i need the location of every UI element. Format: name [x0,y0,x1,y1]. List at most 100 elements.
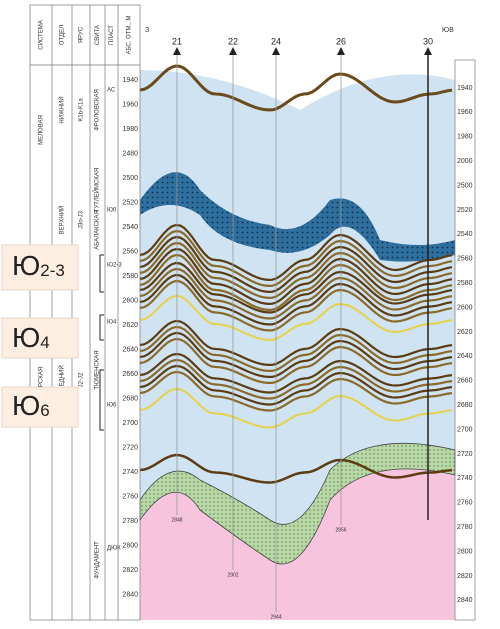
callout-label: Ю6 [12,390,50,421]
depth-right: 2800 [457,548,473,555]
coal-layer [139,325,453,372]
depth-left: 2760 [122,493,138,500]
layer-label: Ю2-3 [107,263,122,269]
ac-layer [139,64,453,112]
depth-right: 2580 [457,280,473,287]
strat-label: K1b-K1a [79,98,85,122]
layer-label: Ю6 [107,403,117,409]
depth-left: 1940 [122,77,138,84]
depth-right: 2560 [457,256,473,263]
depth-left: 2520 [122,199,138,206]
depth-right: 1940 [457,85,473,92]
strat-label: ВЕРХНИЙ [58,206,66,235]
y0-layer [140,172,455,262]
depth-left: 2740 [122,469,138,476]
depth-right: 1960 [457,109,473,116]
coal-layer [139,241,453,300]
depth-left: 1980 [122,126,138,133]
well-bottom: 2848 [171,517,182,523]
depth-left: 2720 [122,444,138,451]
coal-layer [139,273,453,326]
right-scale [454,59,476,621]
strat-table [29,4,141,621]
layer-label: АС [107,88,116,94]
depth-right: 2620 [457,329,473,336]
callout-letter: Ю [12,250,40,281]
column-header: ЯРУС [79,26,85,43]
coal-layer [139,235,453,294]
sand-layer [139,387,453,429]
callout-label: Ю4 [12,322,50,353]
coal-layer [139,247,453,306]
depth-right: 2780 [457,524,473,531]
strat-label: J2-J2 [79,372,85,387]
west-label: З [145,27,149,34]
depth-right: 2820 [457,573,473,580]
east-label: ЮВ [442,27,454,34]
depth-right: 2640 [457,353,473,360]
strat-label: МЕЛОВАЯ [39,115,45,145]
depth-left: 2480 [122,150,138,157]
strat-label: НИЖНИЙ [58,96,66,123]
coal-layer [139,223,453,282]
depth-left: 2500 [122,175,138,182]
depth-left: 2580 [122,273,138,280]
layer-label: ДЮК [107,546,121,552]
coal-layer [139,253,453,312]
column-header: СВИТА [95,25,101,45]
strat-label: СРЕДНИЙ [58,365,66,394]
depth-left: 2540 [122,224,138,231]
coal-layer [139,364,453,406]
coal-layers [139,64,453,484]
column-header: ПЛАСТ [109,25,115,45]
depth-left: 2660 [122,371,138,378]
depth-left: 2560 [122,248,138,255]
strat-label: ТЮМЕНСКАЯ [95,350,101,389]
depth-right: 2700 [457,426,473,433]
well-bottom: 2856 [335,527,346,533]
well-marker [229,47,237,55]
depth-right: 2760 [457,500,473,507]
strat-label: ТУТЛЕЙМСКАЯ [93,168,101,212]
depth-left: 2700 [122,420,138,427]
coal-layer [139,267,453,320]
depth-right: 2840 [457,597,473,604]
callout-index: 6 [40,401,49,420]
depth-right: 2680 [457,402,473,409]
column-header: ОТДЕЛ [60,25,66,45]
column-header: СИСТЕМА [39,20,45,49]
layer-label: Ю4 [107,320,117,326]
depth-right: 2660 [457,378,473,385]
column-header: АБС. ОТМ., М [127,16,133,55]
depth-left: 1960 [122,101,138,108]
depth-left: 2840 [122,591,138,598]
well-marker [424,47,432,55]
well-bottom: 2944 [270,614,281,620]
well-bottom: 2902 [227,572,238,578]
top-layer [139,453,453,484]
depth-right: 2540 [457,231,473,238]
depth-left: 2780 [122,518,138,525]
well-number: 22 [228,36,238,46]
strat-label: J3o-J3 [79,210,85,229]
brace [99,369,104,431]
strat-label: ФУНДАМЕНТ [95,541,101,579]
depth-right: 2500 [457,182,473,189]
strat-label: АБАЛАКСКАЯ [95,210,101,249]
coal-layer [139,331,453,378]
coal-layer [139,352,453,394]
depth-right: 1980 [457,134,473,141]
well-marker [337,47,345,55]
callout-letter: Ю [12,322,40,353]
basement [140,464,455,620]
well-number: 24 [271,36,281,46]
strat-label: ФРОЛОВСКАЯ [95,89,101,131]
depth-left: 2800 [122,542,138,549]
top-white [140,60,455,110]
sand-layer [139,294,453,341]
well-marker [272,47,280,55]
depth-right: 2720 [457,451,473,458]
coal-layer [139,319,453,366]
depth-left: 2600 [122,297,138,304]
